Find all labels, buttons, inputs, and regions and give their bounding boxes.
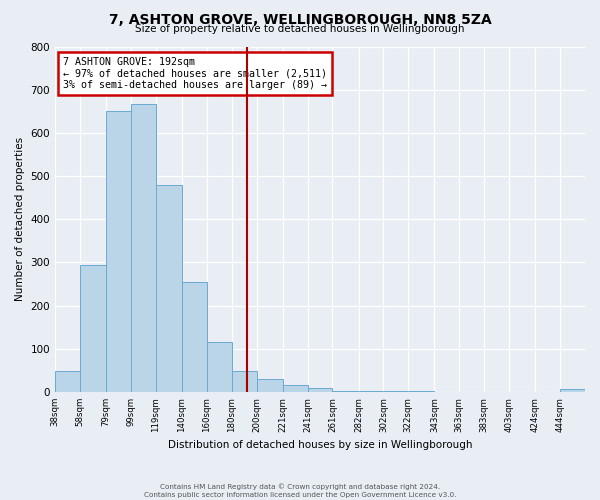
- X-axis label: Distribution of detached houses by size in Wellingborough: Distribution of detached houses by size …: [168, 440, 472, 450]
- Bar: [131, 104, 156, 392]
- Bar: [80, 266, 106, 392]
- Text: Size of property relative to detached houses in Wellingborough: Size of property relative to detached ho…: [135, 24, 465, 34]
- Bar: [106, 111, 131, 392]
- Y-axis label: Number of detached properties: Number of detached properties: [15, 137, 25, 302]
- Bar: [332, 390, 359, 392]
- Bar: [308, 388, 332, 392]
- Text: 7 ASHTON GROVE: 192sqm
← 97% of detached houses are smaller (2,511)
3% of semi-d: 7 ASHTON GROVE: 192sqm ← 97% of detached…: [63, 57, 327, 90]
- Bar: [359, 391, 383, 392]
- Text: Contains HM Land Registry data © Crown copyright and database right 2024.
Contai: Contains HM Land Registry data © Crown c…: [144, 484, 456, 498]
- Bar: [283, 386, 308, 392]
- Bar: [207, 342, 232, 392]
- Bar: [55, 371, 80, 392]
- Bar: [560, 389, 585, 392]
- Bar: [232, 371, 257, 392]
- Bar: [156, 185, 182, 392]
- Bar: [182, 282, 207, 392]
- Bar: [257, 380, 283, 392]
- Text: 7, ASHTON GROVE, WELLINGBOROUGH, NN8 5ZA: 7, ASHTON GROVE, WELLINGBOROUGH, NN8 5ZA: [109, 12, 491, 26]
